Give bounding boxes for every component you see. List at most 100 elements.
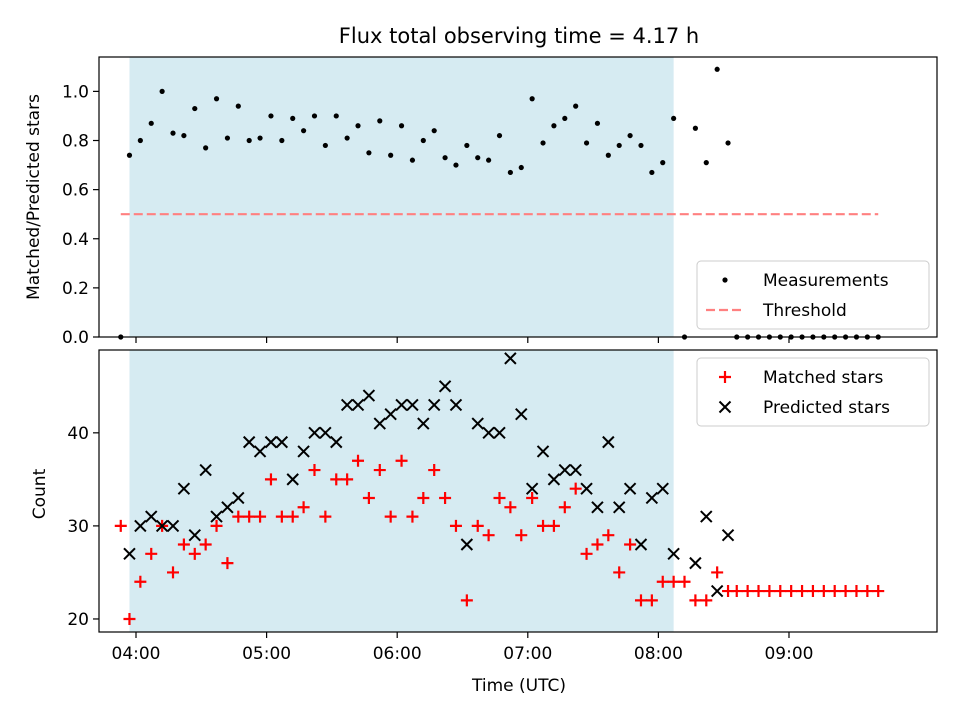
predicted-point [449, 398, 463, 412]
measurement-point [279, 137, 285, 144]
matched-point [796, 585, 809, 598]
predicted-point [123, 547, 136, 561]
matched-point [114, 519, 127, 532]
predicted-point [602, 435, 615, 449]
legend-box [696, 260, 930, 330]
measurement-point [377, 118, 383, 124]
matched-point [689, 594, 702, 607]
matched-point [656, 575, 669, 588]
predicted-point [558, 463, 572, 477]
matched-point [134, 575, 147, 588]
measurement-point [725, 140, 731, 146]
top-shaded-span [129, 57, 674, 337]
matched-point [547, 519, 560, 532]
measurement-point [594, 120, 601, 126]
measurement-point [551, 123, 557, 129]
predicted-point [438, 380, 452, 393]
matched-point [254, 510, 267, 523]
measurement-point [170, 130, 176, 136]
matched-point [352, 454, 365, 467]
bottom-panel-y-axis-label: Count [30, 468, 50, 519]
measurement-point [203, 145, 209, 151]
measurement-point [268, 113, 274, 119]
matched-point [785, 585, 798, 598]
matched-point [297, 501, 310, 514]
matched-point [428, 464, 441, 477]
measurement-point [355, 123, 361, 129]
predicted-point [242, 435, 256, 449]
predicted-point [362, 389, 376, 402]
matched-point [602, 529, 615, 542]
measurement-point [235, 103, 241, 109]
matched-point [613, 566, 626, 579]
predicted-point [645, 491, 659, 505]
predicted-point [460, 538, 474, 551]
matched-point [774, 585, 787, 598]
matched-point [460, 594, 473, 607]
predicted-point [395, 398, 408, 412]
legend-label: Predicted stars [763, 398, 890, 418]
predicted-point [188, 529, 201, 542]
matched-point [449, 519, 462, 532]
measurement-point [301, 128, 307, 134]
legend-label: Matched stars [763, 368, 883, 388]
measurement-point [627, 132, 633, 139]
predicted-point [721, 529, 735, 542]
legend-measurements-marker [722, 277, 728, 283]
measurement-point [703, 160, 709, 166]
matched-point [591, 538, 604, 551]
predicted-point [504, 352, 517, 365]
predicted-point [689, 556, 702, 570]
measurement-point [431, 128, 437, 134]
bottom-series-predicted-stars [123, 352, 735, 598]
x-tick-label: 07:00 [503, 644, 552, 664]
matched-point [645, 594, 658, 607]
predicted-point [308, 426, 321, 440]
matched-point [806, 585, 819, 598]
measurement-point [137, 137, 143, 144]
predicted-point [145, 510, 158, 523]
predicted-point [199, 463, 212, 477]
matched-point [493, 491, 506, 504]
matched-point [580, 547, 593, 560]
measurement-point [398, 123, 405, 129]
matched-point [264, 473, 277, 486]
measurement-point [192, 105, 198, 112]
matched-point [741, 585, 754, 598]
x-tick-label: 04:00 [112, 644, 161, 664]
predicted-point [667, 547, 680, 561]
predicted-point [373, 417, 386, 430]
legend-label: Threshold [762, 301, 847, 321]
matched-point [188, 547, 201, 560]
measurement-point [311, 113, 318, 119]
measurement-point [714, 66, 720, 72]
measurement-point [529, 96, 535, 102]
measurement-point [322, 142, 328, 149]
matched-point [330, 473, 343, 486]
predicted-point [536, 445, 550, 458]
measurement-point [224, 135, 231, 141]
matched-point [177, 538, 190, 551]
matched-point [417, 491, 430, 504]
matched-point [861, 585, 874, 598]
predicted-point [656, 482, 669, 495]
matched-point [558, 501, 571, 514]
x-axis-label: Time (UTC) [471, 676, 566, 696]
top-legend: Measurements Threshold [696, 260, 930, 330]
measurement-point [562, 115, 568, 122]
predicted-point [330, 435, 343, 449]
measurement-point [246, 137, 252, 144]
predicted-point [613, 501, 626, 514]
measurement-point [692, 125, 698, 131]
matched-point [763, 585, 776, 598]
matched-point [373, 464, 386, 477]
predicted-point [340, 398, 354, 412]
matched-point [730, 585, 743, 598]
predicted-point [591, 501, 604, 514]
bottom-panel: 20 30 40 04:00 05:00 06:00 07:00 08:00 09:00 Matc… [67, 349, 938, 664]
measurement-point [464, 142, 470, 149]
matched-point [624, 538, 637, 551]
legend-label: Measurements [763, 271, 889, 291]
matched-point [145, 547, 158, 560]
